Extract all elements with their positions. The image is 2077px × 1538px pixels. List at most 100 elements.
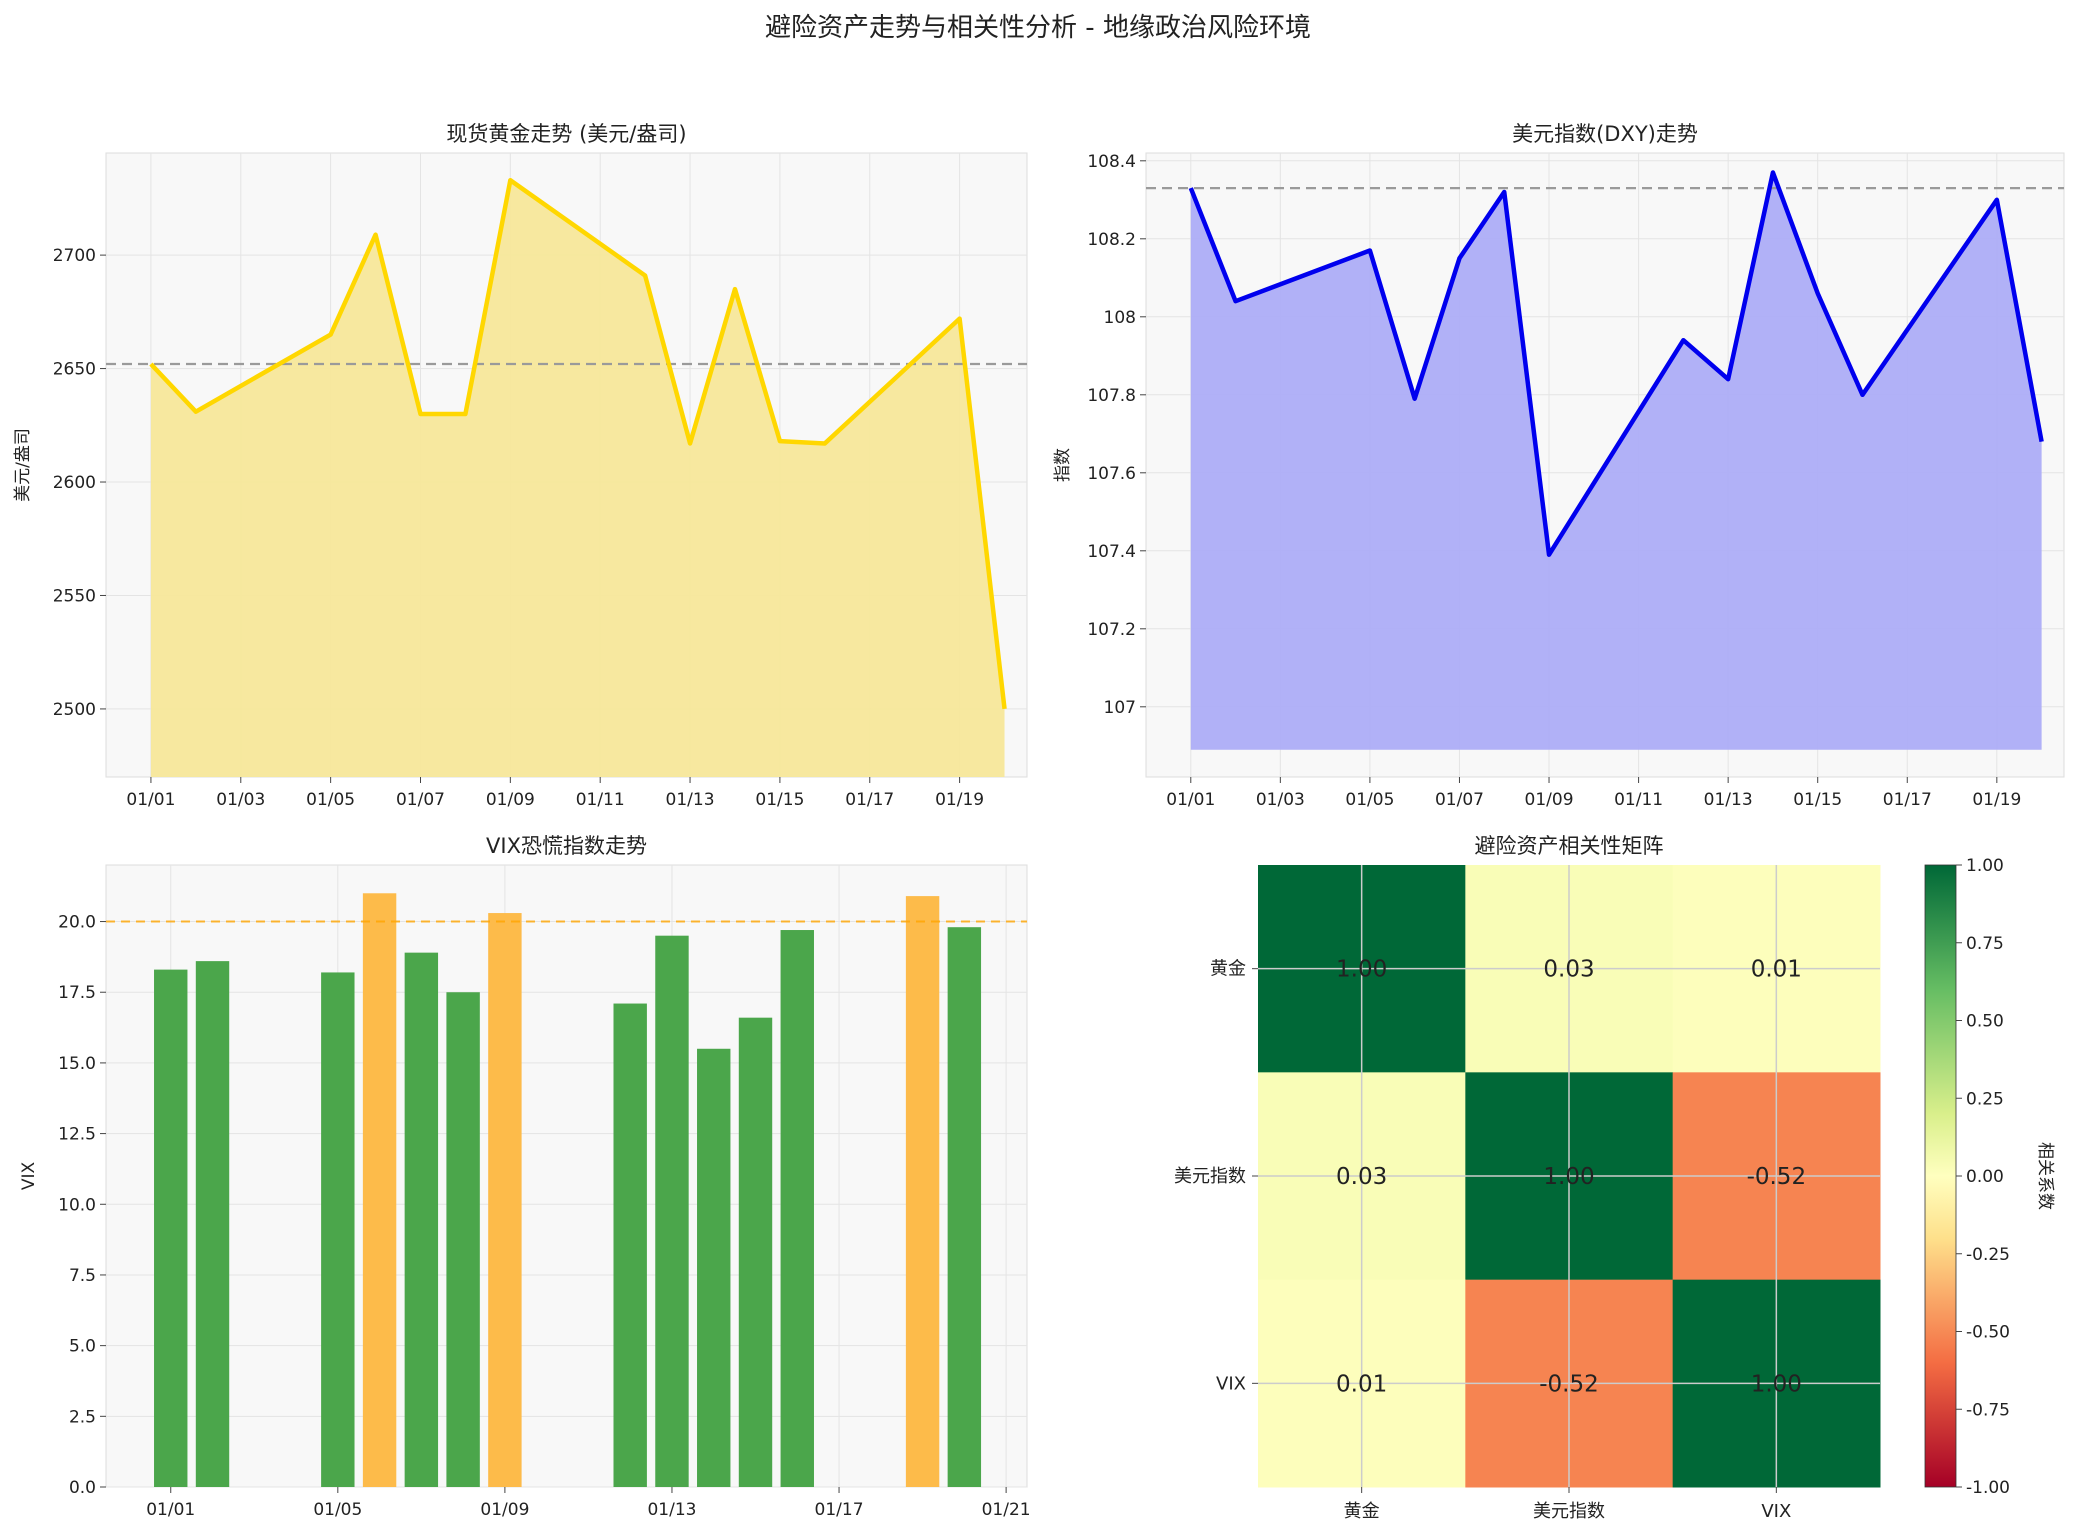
vix-bar <box>613 1003 647 1487</box>
dxy-x-tick-label: 01/17 <box>1883 790 1932 810</box>
heatmap-cell-value: 0.03 <box>1336 1164 1387 1190</box>
vix-y-tick-label: 15.0 <box>58 1054 96 1074</box>
vix-y-tick-label: 0.0 <box>69 1478 96 1498</box>
dxy-x-tick-label: 01/07 <box>1435 790 1484 810</box>
vix-title: VIX恐慌指数走势 <box>486 834 647 858</box>
heatmap-cell-value: 1.00 <box>1336 957 1387 983</box>
vix-x-tick-label: 01/21 <box>982 1500 1031 1520</box>
vix-x-tick-label: 01/05 <box>313 1500 362 1520</box>
dxy-x-tick-label: 01/03 <box>1256 790 1305 810</box>
vix-y-tick-label: 12.5 <box>58 1125 96 1145</box>
gold-y-tick-label: 2650 <box>53 360 96 380</box>
gold-y-tick-label: 2600 <box>53 473 96 493</box>
dxy-y-tick-label: 108.2 <box>1087 230 1136 250</box>
vix-x-tick-label: 01/09 <box>480 1500 529 1520</box>
heatmap-y-label: 黄金 <box>1210 959 1246 980</box>
heatmap-x-label: 黄金 <box>1344 1501 1380 1522</box>
vix-x-tick-label: 01/13 <box>647 1500 696 1520</box>
gold-x-tick-label: 01/09 <box>486 790 535 810</box>
heatmap-y-label: 美元指数 <box>1174 1166 1246 1187</box>
dxy-x-tick-label: 01/01 <box>1166 790 1215 810</box>
figure-title: 避险资产走势与相关性分析 - 地缘政治风险环境 <box>765 13 1311 43</box>
dxy-x-tick-label: 01/09 <box>1525 790 1574 810</box>
colorbar <box>1924 864 1957 1488</box>
colorbar-tick-label: -0.25 <box>1966 1245 2010 1265</box>
vix-bar <box>697 1048 731 1487</box>
dxy-y-tick-label: 107 <box>1104 698 1136 718</box>
heatmap-y-label: VIX <box>1216 1373 1246 1394</box>
vix-y-tick-label: 10.0 <box>58 1195 96 1215</box>
vix-bar <box>780 930 814 1487</box>
gold-x-tick-label: 01/13 <box>666 790 715 810</box>
dxy-area-fill <box>1190 172 2042 750</box>
dxy-series-line <box>1188 170 2044 557</box>
vix-x-tick-label: 01/17 <box>815 1500 864 1520</box>
gold-series-line <box>149 177 1007 710</box>
heatmap-x-label: 美元指数 <box>1533 1501 1605 1522</box>
gold-y-tick-label: 2500 <box>53 700 96 720</box>
heatmap-x-label: VIX <box>1761 1501 1791 1522</box>
heatmap-cell-value: 0.03 <box>1543 957 1594 983</box>
vix-y-tick-label: 17.5 <box>58 983 96 1003</box>
dxy-y-axis-label: 指数 <box>1053 448 1073 482</box>
gold-x-tick-label: 01/03 <box>216 790 265 810</box>
dxy-y-tick-label: 107.8 <box>1087 386 1136 406</box>
vix-bar <box>488 913 522 1487</box>
vix-bar <box>655 935 689 1487</box>
gold-x-tick-label: 01/05 <box>306 790 355 810</box>
gold-price-panel: 2500 2550 2600 2650 2700 01/01 01/03 01/05 01/07… <box>13 122 1028 810</box>
gold-x-tick-label: 01/17 <box>845 790 894 810</box>
dxy-index-panel: 107 107.2 107.4 107.6 107.8 108 108.2 108.4 01/0… <box>1053 122 2065 810</box>
heatmap-cell-value: -0.52 <box>1539 1371 1599 1397</box>
vix-index-panel: 0.0 2.5 5.0 7.5 10.0 12.5 15.0 17.5 20.0 01/01 01/… <box>19 834 1031 1520</box>
dxy-y-tick-label: 108.4 <box>1087 152 1136 172</box>
vix-bar <box>362 893 397 1487</box>
gold-y-tick-label: 2700 <box>53 246 96 266</box>
gold-x-tick-label: 01/15 <box>755 790 804 810</box>
colorbar-tick-label: 0.25 <box>1966 1089 2004 1109</box>
vix-bar <box>321 972 355 1487</box>
heatmap-cell-value: 0.01 <box>1336 1371 1387 1397</box>
gold-y-axis-label: 美元/盎司 <box>13 428 33 502</box>
vix-bar <box>947 927 982 1487</box>
heatmap-cell-value: 1.00 <box>1751 1371 1802 1397</box>
vix-y-tick-label: 20.0 <box>58 913 96 933</box>
heatmap-cell-value: -0.52 <box>1747 1164 1807 1190</box>
dxy-y-tick-label: 107.4 <box>1087 542 1136 562</box>
vix-bar <box>195 961 230 1487</box>
vix-y-axis-label: VIX <box>19 1162 39 1191</box>
gold-y-tick-label: 2550 <box>53 586 96 606</box>
colorbar-tick-label: -1.00 <box>1966 1478 2010 1498</box>
vix-bar <box>404 952 439 1487</box>
heatmap-cell-value: 1.00 <box>1543 1164 1594 1190</box>
dxy-x-tick-label: 01/19 <box>1972 790 2021 810</box>
dxy-title: 美元指数(DXY)走势 <box>1512 122 1698 146</box>
vix-plot-area <box>105 864 1028 1488</box>
colorbar-tick-label: -0.75 <box>1966 1400 2010 1420</box>
colorbar-tick-label: 1.00 <box>1966 856 2004 876</box>
gold-area-fill <box>150 180 1005 777</box>
gold-title: 现货黄金走势 (美元/盎司) <box>446 122 686 146</box>
gold-x-tick-label: 01/19 <box>935 790 984 810</box>
heatmap-title: 避险资产相关性矩阵 <box>1475 834 1664 858</box>
vix-bar <box>905 896 940 1487</box>
dxy-x-tick-label: 01/05 <box>1345 790 1394 810</box>
vix-bar <box>738 1017 773 1487</box>
gold-x-tick-label: 01/07 <box>396 790 445 810</box>
dxy-x-tick-label: 01/11 <box>1614 790 1663 810</box>
colorbar-label: 相关系数 <box>2035 1142 2055 1210</box>
vix-y-tick-label: 7.5 <box>69 1266 96 1286</box>
vix-bar <box>446 992 480 1487</box>
vix-x-tick-label: 01/01 <box>146 1500 195 1520</box>
colorbar-tick-label: 0.50 <box>1966 1012 2004 1032</box>
vix-y-tick-label: 2.5 <box>69 1407 96 1427</box>
colorbar-tick-label: -0.50 <box>1966 1323 2010 1343</box>
gold-x-tick-label: 01/11 <box>576 790 625 810</box>
dxy-x-tick-label: 01/13 <box>1704 790 1753 810</box>
vix-y-tick-label: 5.0 <box>69 1337 96 1357</box>
vix-bar <box>154 969 188 1487</box>
colorbar-tick-label: 0.00 <box>1966 1167 2004 1187</box>
dxy-x-tick-label: 01/15 <box>1793 790 1842 810</box>
